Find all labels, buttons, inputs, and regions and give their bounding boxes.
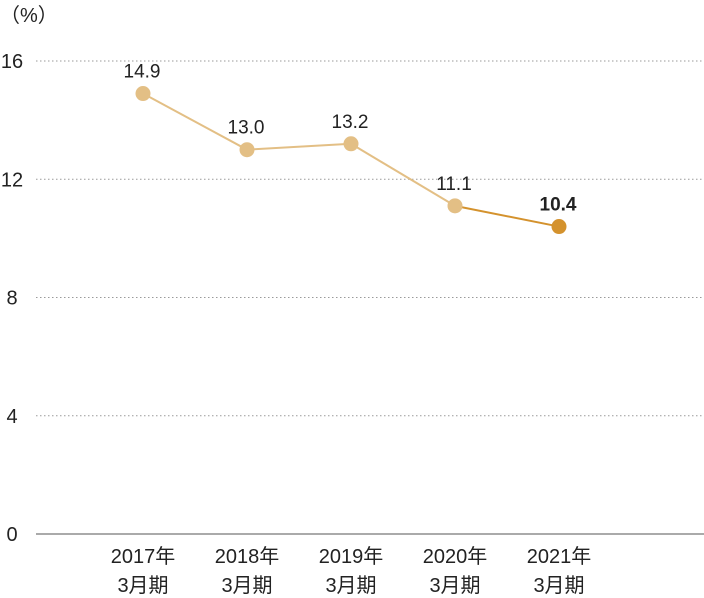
x-tick-label-period: 3月期 bbox=[533, 575, 584, 597]
series-line-segment bbox=[246, 142, 352, 151]
y-tick-label: 16 bbox=[1, 51, 23, 73]
y-tick-label: 8 bbox=[6, 288, 17, 310]
series-line-segment bbox=[350, 142, 456, 207]
x-tick-label-year: 2019年 bbox=[319, 545, 384, 568]
series-line-segment bbox=[454, 204, 560, 228]
y-tick-label: 12 bbox=[1, 169, 23, 191]
x-tick-label-period: 3月期 bbox=[221, 575, 272, 597]
x-tick-label-year: 2018年 bbox=[215, 545, 280, 568]
y-tick-label: 0 bbox=[6, 524, 17, 546]
x-axis-ticks: 2017年 3月期 2018年 3月期 2019年 3月期 2020年 3月期 2021年 3月期 bbox=[111, 545, 592, 597]
y-tick-label: 4 bbox=[6, 406, 17, 428]
x-tick-label-period: 3月期 bbox=[117, 575, 168, 597]
x-tick-label-period: 3月期 bbox=[325, 575, 376, 597]
data-labels: 14.9 13.0 13.2 11.1 10.4 bbox=[124, 62, 577, 216]
data-point bbox=[239, 142, 255, 158]
series-line-segment bbox=[142, 92, 248, 151]
data-label: 13.2 bbox=[332, 112, 369, 133]
data-label: 10.4 bbox=[540, 195, 577, 216]
data-point bbox=[551, 219, 567, 235]
x-tick-label-year: 2017年 bbox=[111, 545, 176, 568]
data-points bbox=[135, 86, 567, 235]
data-point bbox=[135, 86, 151, 102]
data-point bbox=[343, 136, 359, 152]
series-line-layer bbox=[142, 92, 560, 228]
x-tick-label-year: 2021年 bbox=[527, 545, 592, 568]
x-tick-label-period: 3月期 bbox=[429, 575, 480, 597]
gridlines bbox=[36, 60, 704, 417]
data-label: 13.0 bbox=[228, 118, 265, 139]
data-label: 14.9 bbox=[124, 62, 161, 83]
x-tick-label-year: 2020年 bbox=[423, 545, 488, 568]
y-axis-ticks: 0 4 8 12 16 bbox=[1, 51, 23, 546]
data-point bbox=[447, 198, 463, 214]
y-axis-unit-label: （%） bbox=[0, 4, 58, 27]
data-label: 11.1 bbox=[436, 174, 472, 195]
